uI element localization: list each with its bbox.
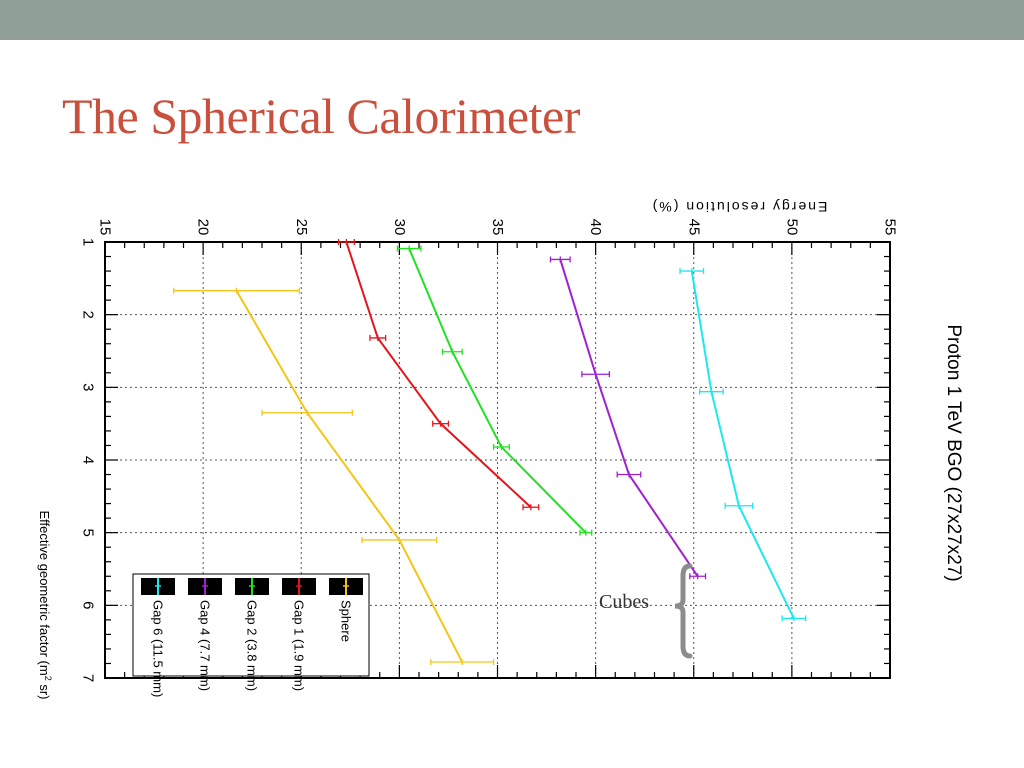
series-line-gap-2-3-8-mm [408, 248, 587, 534]
legend-label: Gap 2 (3.8 mm) [245, 600, 260, 691]
plot-frame [104, 241, 891, 679]
series-line-gap-4-7-7-mm [559, 259, 699, 577]
cubes-annotation: Cubes [599, 591, 649, 613]
legend-label: Gap 4 (7.7 mm) [198, 600, 213, 691]
legend-label-group: Gap 6 (11.5 mm) [151, 600, 166, 697]
tick-label-factor: 2 [80, 310, 97, 318]
series-gap-4-7-7-mm [549, 256, 707, 580]
tick-label-factor-group: 7 [80, 674, 97, 682]
x-axis-title: Effective geometric factor (m2 sr) [37, 510, 53, 699]
tick-label-factor-group: 5 [80, 528, 97, 536]
legend-entry: Gap 2 (3.8 mm) [235, 578, 269, 691]
tick-label-resolution-group: 55 [882, 219, 899, 236]
tick-label-resolution-group: 15 [97, 219, 114, 236]
legend-label-group: Sphere [339, 600, 354, 642]
legend-label-group: Gap 1 (1.9 mm) [292, 600, 307, 691]
tick-label-factor-group: 4 [80, 456, 97, 464]
series-gap-2-3-8-mm [396, 245, 593, 536]
slide-title: The Spherical Calorimeter [62, 88, 580, 144]
legend-label: Gap 6 (11.5 mm) [151, 600, 166, 697]
series-line-gap-6-11-5-mm [690, 270, 795, 619]
tick-label-factor: 6 [80, 601, 97, 609]
tick-label-resolution: 30 [391, 219, 408, 236]
tick-label-resolution-group: 50 [783, 219, 800, 236]
legend-entry: Gap 6 (11.5 mm) [141, 578, 175, 697]
tick-label-resolution-group: 35 [489, 219, 506, 236]
tick-label-resolution-group: 25 [293, 219, 310, 236]
tick-label-resolution: 20 [195, 219, 212, 236]
tick-label-factor-group: 6 [80, 601, 97, 609]
legend-label: Sphere [339, 600, 354, 642]
data-series [173, 239, 807, 666]
tick-label-resolution-group: 45 [685, 219, 702, 236]
legend: Gap 6 (11.5 mm) Gap 4 (7.7 mm) Gap 2 (3.8 … [132, 573, 370, 697]
legend-label-group: Gap 4 (7.7 mm) [198, 600, 213, 691]
tick-label-resolution: 50 [783, 219, 800, 236]
tick-label-resolution-group: 20 [195, 219, 212, 236]
series-gap-6-11-5-mm [679, 268, 807, 622]
tick-label-factor-group: 3 [80, 383, 97, 391]
series-line-gap-1-1-9-mm [345, 241, 532, 508]
tick-label-resolution-group: 40 [587, 219, 604, 236]
legend-label-group: Gap 2 (3.8 mm) [245, 600, 260, 691]
top-accent-bar [0, 0, 1024, 40]
x-axis-title-exponent: 2 [43, 676, 53, 681]
legend-entry: Gap 4 (7.7 mm) [188, 578, 222, 691]
tick-label-resolution: 25 [293, 219, 310, 236]
tick-label-factor: 7 [80, 674, 97, 682]
legend-entry: Sphere [329, 578, 363, 642]
tick-label-factor: 5 [80, 528, 97, 536]
tick-label-factor-group: 1 [80, 238, 97, 246]
tick-label-resolution: 55 [882, 219, 899, 236]
chart-title: Proton 1 TeV BGO (27x27x27) [943, 324, 964, 581]
y-axis-title: Energy resolution (%) [651, 199, 828, 215]
tick-label-factor: 1 [80, 238, 97, 246]
series-gap-1-1-9-mm [337, 239, 540, 511]
series-sphere [173, 287, 495, 666]
cubes-bracket [674, 563, 693, 659]
legend-label: Gap 1 (1.9 mm) [292, 600, 307, 691]
tick-label-resolution: 15 [97, 219, 114, 236]
tick-label-resolution: 45 [685, 219, 702, 236]
tick-label-resolution-group: 30 [391, 219, 408, 236]
tick-label-resolution: 35 [489, 219, 506, 236]
tick-label-resolution: 40 [587, 219, 604, 236]
series-line-sphere [235, 290, 464, 663]
tick-label-factor: 4 [80, 456, 97, 464]
tick-label-factor: 3 [80, 383, 97, 391]
legend-entry: Gap 1 (1.9 mm) [282, 578, 316, 691]
tick-label-factor-group: 2 [80, 310, 97, 318]
